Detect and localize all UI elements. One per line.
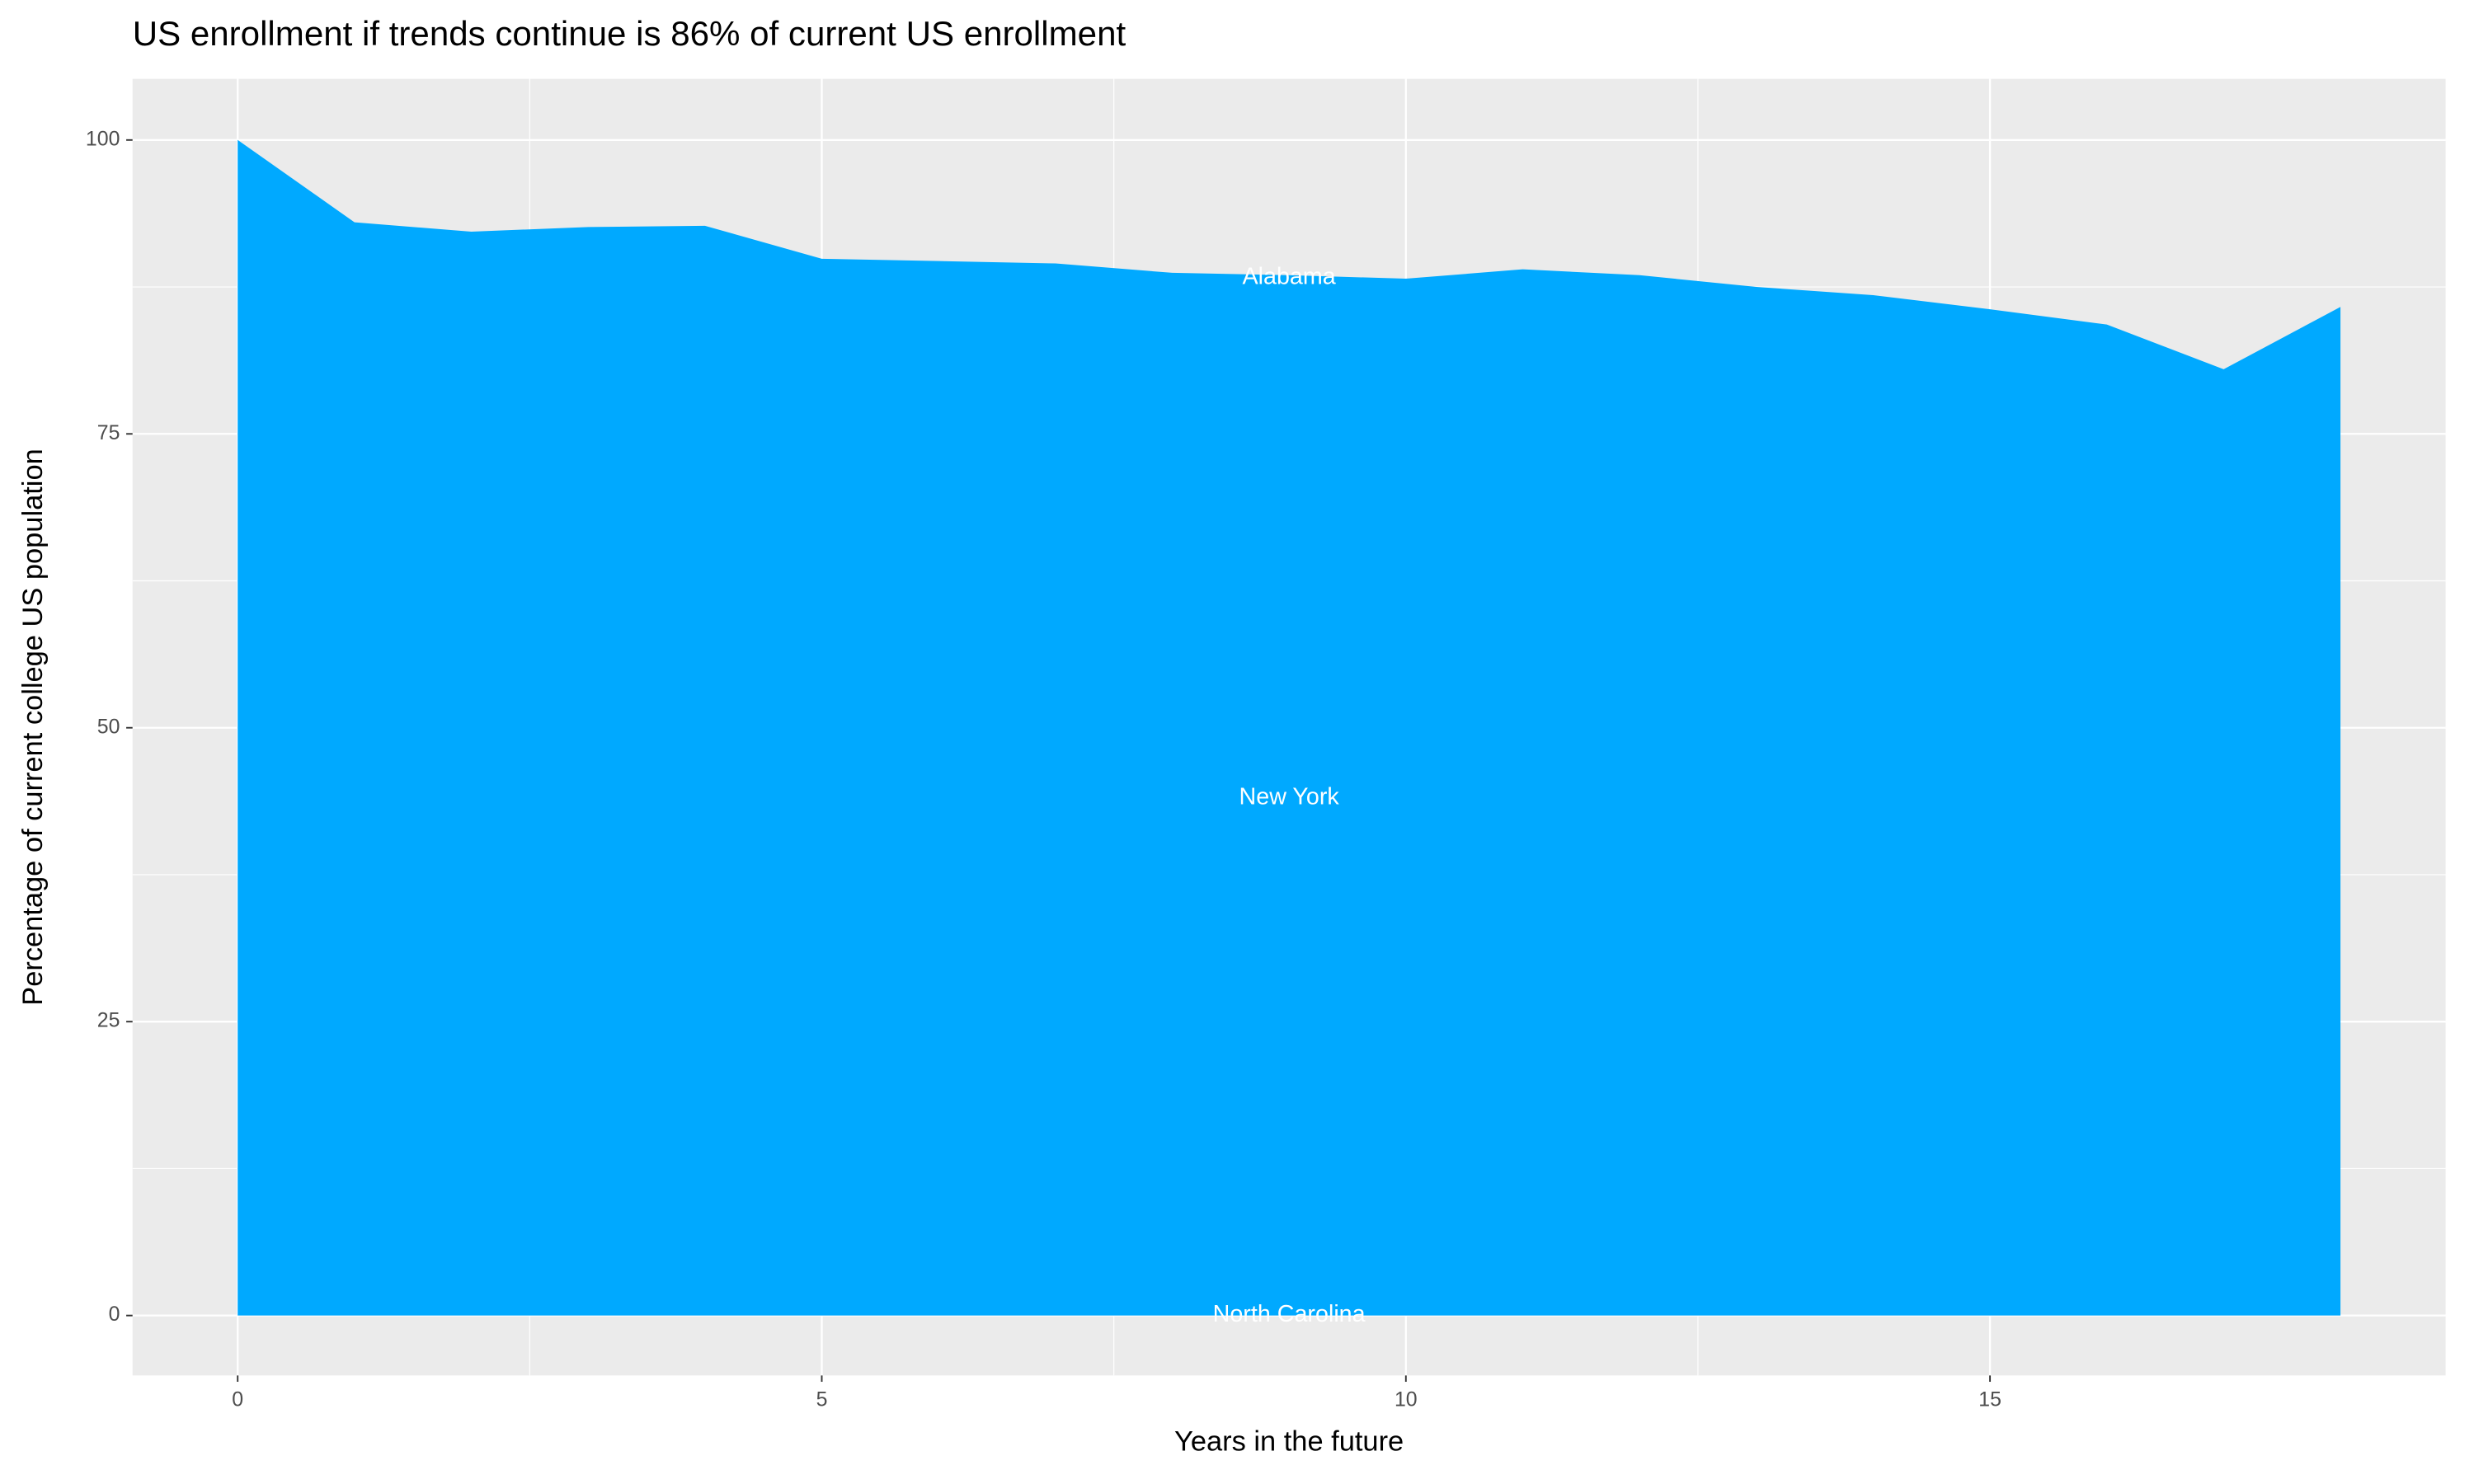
y-tick-label: 0 — [109, 1303, 120, 1326]
x-tick-label: 10 — [1395, 1388, 1418, 1411]
area-label: Alabama — [1243, 263, 1336, 289]
area-label: New York — [1239, 784, 1340, 810]
chart-title: US enrollment if trends continue is 86% … — [133, 14, 1126, 53]
y-axis-title: Percentage of current college US populat… — [17, 448, 49, 1005]
y-tick-label: 25 — [97, 1009, 120, 1032]
x-tick-label: 5 — [816, 1388, 828, 1411]
area-label: North Carolina — [1213, 1301, 1366, 1327]
area — [238, 139, 2341, 1316]
y-tick-label: 100 — [86, 127, 120, 150]
x-axis-title: Years in the future — [1174, 1426, 1404, 1458]
y-tick-label: 50 — [97, 715, 120, 738]
x-tick-label: 0 — [232, 1388, 243, 1411]
y-tick-label: 75 — [97, 421, 120, 444]
x-tick-label: 15 — [1978, 1388, 2001, 1411]
